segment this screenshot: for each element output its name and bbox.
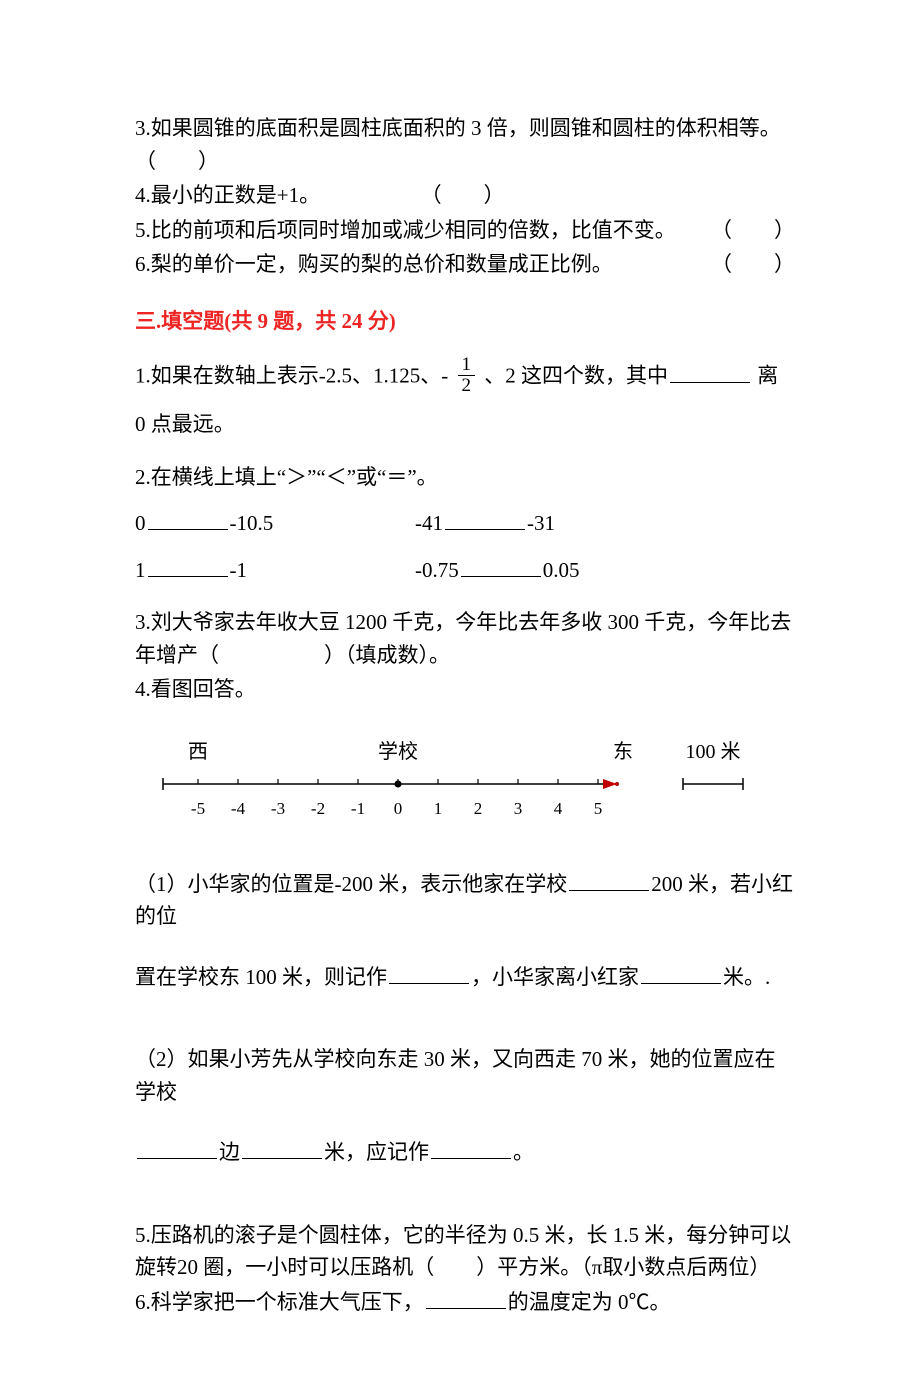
fill-q3: 3.刘大爷家去年收大豆 1200 千克，今年比去年多收 300 千克，今年比去年…	[135, 606, 795, 671]
blank-q2-2[interactable]	[445, 508, 525, 530]
q4-2c: 米，应记作	[324, 1140, 429, 1164]
fill-q1a: 1.如果在数轴上表示-2.5、1.125、-	[135, 364, 448, 388]
blank-q4-3[interactable]	[641, 962, 721, 984]
svg-text:2: 2	[474, 799, 483, 818]
fill-q2-intro: 2.在横线上填上“＞”“＜”或“＝”。	[135, 461, 795, 494]
svg-text:100 米: 100 米	[686, 740, 741, 763]
fill-q2-row1: 0 -10.5 -41 -31	[135, 507, 795, 540]
blank-q2-3[interactable]	[148, 555, 228, 577]
svg-text:1: 1	[434, 799, 443, 818]
number-line-diagram: 西 学校 东 100 米 -5 -4 -3 -2 -1 0 1 2 3 4 5	[153, 734, 795, 834]
fill-q4-2-line1: （2）如果小芳先从学校向东走 30 米，又向西走 70 米，她的位置应在学校	[135, 1043, 795, 1108]
svg-text:-3: -3	[271, 799, 285, 818]
blank-q4-6[interactable]	[431, 1137, 511, 1159]
svg-text:学校: 学校	[378, 740, 418, 763]
fill-q4-2-line2: 边 米，应记作 。	[135, 1136, 795, 1169]
fill-q2-row2: 1 -1 -0.75 0.05	[135, 554, 795, 587]
svg-text:东: 东	[613, 740, 633, 763]
fill-q5: 5.压路机的滚子是个圆柱体，它的半径为 0.5 米，长 1.5 米，每分钟可以旋…	[135, 1219, 795, 1284]
fill-q1-line1: 1.如果在数轴上表示-2.5、1.125、- 1 2 、2 这四个数，其中 离	[135, 357, 795, 398]
svg-text:-4: -4	[231, 799, 246, 818]
q4-2d: 。	[513, 1140, 534, 1164]
q2r2l-b: -1	[230, 558, 248, 582]
fill-q4-1-line2: 置在学校东 100 米，则记作 ，小华家离小红家 米。.	[135, 961, 795, 994]
tf-q4-paren: （ ）	[421, 183, 505, 207]
blank-q4-5[interactable]	[242, 1137, 322, 1159]
blank-q4-1[interactable]	[569, 869, 649, 891]
tf-q4-text: 4.最小的正数是+1。	[135, 183, 320, 207]
svg-text:4: 4	[554, 799, 563, 818]
svg-text:5: 5	[594, 799, 603, 818]
q2r1l-a: 0	[135, 511, 146, 535]
blank-q2-4[interactable]	[461, 555, 541, 577]
tf-q5: 5.比的前项和后项同时增加或减少相同的倍数，比值不变。 （ ）	[135, 214, 795, 247]
tf-q6: 6.梨的单价一定，购买的梨的总价和数量成正比例。 （ ）	[135, 248, 795, 281]
q4-1a: （1）小华家的位置是-200 米，表示他家在学校	[135, 872, 567, 896]
tf-q5-text: 5.比的前项和后项同时增加或减少相同的倍数，比值不变。	[135, 214, 711, 247]
fill-q4-1-line1: （1）小华家的位置是-200 米，表示他家在学校200 米，若小红的位	[135, 868, 795, 933]
fill-q4-intro: 4.看图回答。	[135, 673, 795, 706]
q2r2l-a: 1	[135, 558, 146, 582]
fill-q1-line2: 0 点最远。	[135, 408, 795, 441]
section3-title: 三.填空题(共 9 题，共 24 分)	[135, 305, 795, 338]
frac-num: 1	[458, 355, 476, 375]
blank-q1[interactable]	[670, 361, 750, 383]
tf-q3: 3.如果圆锥的底面积是圆柱底面积的 3 倍，则圆锥和圆柱的体积相等。（ ）	[135, 112, 795, 177]
q4-1c: 置在学校东 100 米，则记作	[135, 965, 387, 989]
blank-q6[interactable]	[426, 1287, 506, 1309]
svg-text:0: 0	[394, 799, 403, 818]
frac-den: 2	[458, 375, 476, 396]
tf-q4: 4.最小的正数是+1。 （ ）	[135, 179, 795, 212]
blank-q4-4[interactable]	[137, 1137, 217, 1159]
q2r1l-b: -10.5	[230, 511, 274, 535]
blank-q2-1[interactable]	[148, 508, 228, 530]
fill-q1c: 离	[752, 364, 778, 388]
svg-text:3: 3	[514, 799, 523, 818]
q4-1e: 米。.	[723, 965, 770, 989]
q2r1r-a: -41	[415, 511, 443, 535]
svg-text:-5: -5	[191, 799, 205, 818]
tf-q5-paren: （ ）	[711, 214, 795, 247]
q2r1r-b: -31	[527, 511, 555, 535]
fill-q1b: 、2 这四个数，其中	[484, 364, 668, 388]
tf-q6-paren: （ ）	[711, 248, 795, 281]
svg-text:西: 西	[188, 741, 208, 763]
svg-text:-2: -2	[311, 799, 325, 818]
q4-1d: ，小华家离小红家	[471, 965, 639, 989]
svg-text:-1: -1	[351, 799, 365, 818]
q4-2a: （2）如果小芳先从学校向东走 30 米，又向西走 70 米，她的位置应在学校	[135, 1047, 776, 1104]
q2r2r-a: -0.75	[415, 558, 459, 582]
fill-q6: 6.科学家把一个标准大气压下，的温度定为 0℃。	[135, 1286, 795, 1319]
fraction-1-over-2: 1 2	[458, 355, 476, 396]
q4-2b: 边	[219, 1140, 240, 1164]
tf-q6-text: 6.梨的单价一定，购买的梨的总价和数量成正比例。	[135, 248, 639, 281]
blank-q4-2[interactable]	[389, 962, 469, 984]
q2r2r-b: 0.05	[543, 558, 580, 582]
